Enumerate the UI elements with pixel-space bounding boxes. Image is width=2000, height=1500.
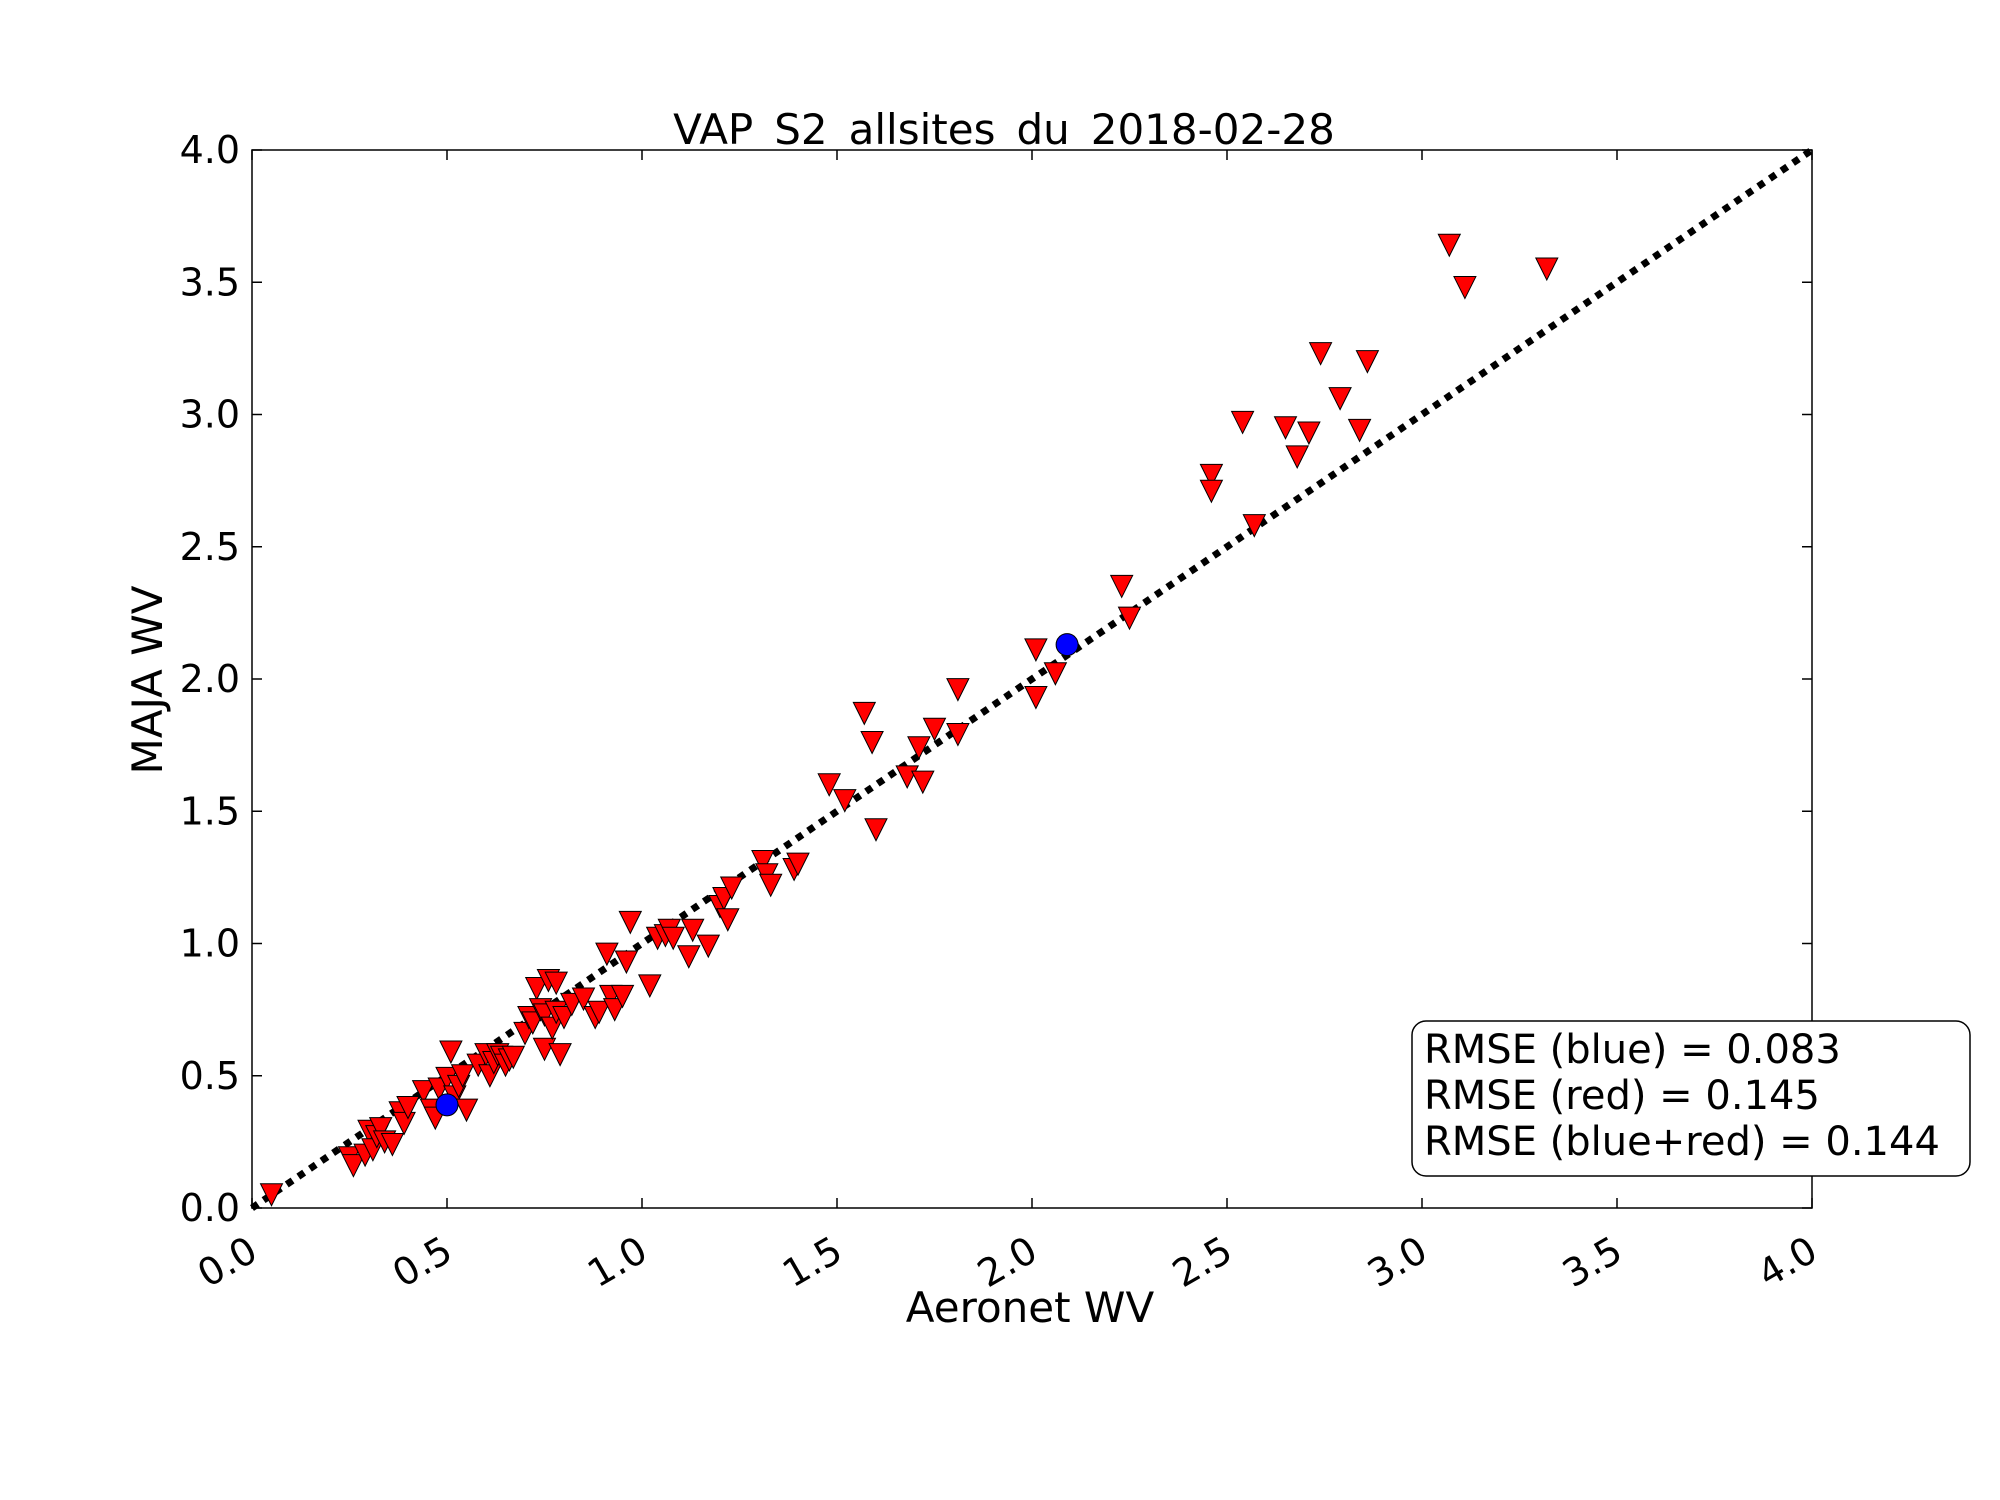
red-point (595, 942, 619, 967)
y-tick-label: 3.5 (180, 260, 240, 304)
y-tick-label: 0.5 (180, 1054, 240, 1098)
red-point (368, 1117, 393, 1141)
rmse-red-text: RMSE (red) = 0.145 (1424, 1073, 1820, 1119)
red-point (907, 736, 931, 760)
red-point (1117, 606, 1142, 631)
red-point (817, 773, 842, 797)
red-point (392, 1111, 416, 1136)
red-point (439, 1040, 463, 1065)
red-point (1453, 276, 1477, 300)
red-point (1242, 514, 1267, 538)
red-point (454, 1098, 479, 1123)
red-point (946, 678, 970, 702)
red-point (1199, 463, 1224, 488)
red-point (1328, 387, 1352, 411)
red-point (520, 1011, 545, 1035)
red-point (1285, 445, 1310, 469)
red-point (715, 908, 740, 932)
x-tick-label: 4.0 (1750, 1228, 1824, 1296)
y-axis-label: MAJA WV (123, 585, 172, 774)
red-point (786, 852, 810, 877)
y-tick-label: 4.0 (180, 128, 240, 172)
red-point (1024, 638, 1048, 663)
blue-point (435, 1093, 459, 1117)
red-point (1534, 257, 1559, 282)
red-point (1355, 350, 1380, 374)
red-point (411, 1080, 436, 1104)
red-point (341, 1154, 366, 1178)
rmse-legend-box: RMSE (blue) = 0.083 RMSE (red) = 0.145 R… (1411, 1020, 1971, 1177)
red-point (1437, 233, 1462, 258)
red-point (832, 789, 857, 813)
red-point (618, 910, 643, 935)
red-point (259, 1183, 284, 1207)
red-point (946, 723, 970, 747)
red-point (450, 1064, 475, 1088)
red-point (552, 1006, 576, 1030)
red-point (696, 934, 721, 959)
red-point (614, 950, 639, 975)
red-point (544, 971, 569, 996)
x-tick-label: 0.5 (385, 1228, 459, 1296)
red-point (719, 876, 744, 901)
x-tick-label: 1.0 (580, 1228, 654, 1296)
red-point (1109, 574, 1134, 599)
red-point (860, 730, 884, 755)
x-tick-label: 3.0 (1360, 1228, 1434, 1296)
red-point (758, 873, 783, 898)
red-point (864, 818, 888, 842)
red-point (524, 976, 549, 1001)
x-tick-label: 1.5 (775, 1228, 849, 1296)
red-point (676, 945, 701, 969)
red-point (1308, 342, 1333, 366)
red-point (1199, 479, 1224, 504)
y-tick-label: 1.5 (180, 789, 240, 833)
red-point (1043, 662, 1068, 686)
red-point (1297, 421, 1321, 446)
red-point (1024, 686, 1048, 710)
x-axis-label: Aeronet WV (906, 1283, 1155, 1332)
points-layer (259, 233, 1559, 1207)
rmse-box-frame (1411, 1020, 1971, 1177)
red-point (1347, 418, 1372, 443)
red-point (548, 1043, 572, 1067)
x-tick-label: 3.5 (1555, 1228, 1629, 1296)
red-point (396, 1095, 420, 1120)
x-tick-label: 2.5 (1165, 1228, 1239, 1296)
y-tick-label: 1.0 (180, 922, 240, 966)
red-point (1230, 410, 1255, 435)
red-point (1273, 416, 1298, 440)
y-tick-label: 2.0 (180, 657, 240, 701)
identity-line (250, 147, 1814, 1211)
rmse-combined-text: RMSE (blue+red) = 0.144 (1424, 1119, 1940, 1165)
red-point (559, 992, 584, 1017)
red-point (610, 984, 635, 1009)
red-point (587, 1000, 611, 1025)
red-point (680, 918, 705, 943)
red-point (602, 998, 627, 1022)
blue-point (1055, 633, 1079, 657)
red-point (380, 1133, 405, 1157)
rmse-blue-text: RMSE (blue) = 0.083 (1424, 1027, 1841, 1073)
red-point (751, 850, 775, 874)
red-point (501, 1045, 526, 1070)
y-tick-label: 3.0 (180, 393, 240, 437)
y-tick-label: 0.0 (180, 1186, 240, 1230)
x-tick-label: 0.0 (190, 1228, 264, 1296)
red-point (571, 987, 596, 1012)
red-point (540, 1016, 565, 1041)
red-point (661, 926, 686, 951)
red-point (922, 717, 947, 742)
red-point (910, 770, 935, 795)
y-tick-label: 2.5 (180, 525, 240, 569)
chart-title: VAP_S2_allsites_du_2018-02-28 (673, 105, 1335, 154)
red-point (637, 974, 662, 998)
red-point (852, 701, 877, 726)
